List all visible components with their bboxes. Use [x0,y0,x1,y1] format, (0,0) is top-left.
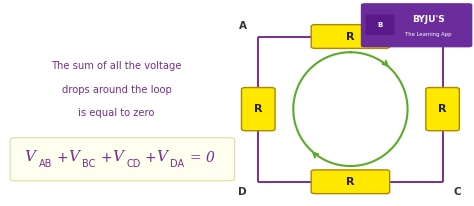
Text: V: V [24,150,36,164]
Text: V: V [112,150,123,164]
FancyBboxPatch shape [311,170,390,194]
Text: R: R [346,32,355,41]
FancyBboxPatch shape [311,25,390,48]
FancyBboxPatch shape [426,88,459,131]
Text: +: + [145,151,156,165]
Text: = 0: = 0 [190,151,215,165]
FancyBboxPatch shape [365,14,394,35]
Text: +: + [56,151,68,165]
Text: CD: CD [127,159,141,169]
Text: AB: AB [38,159,52,169]
Text: The sum of all the voltage: The sum of all the voltage [51,61,182,71]
Text: R: R [438,104,447,114]
Text: A: A [239,21,247,31]
Text: V: V [68,150,79,164]
FancyBboxPatch shape [10,138,235,181]
Text: V: V [156,150,167,164]
Text: +: + [100,151,112,165]
Text: DA: DA [170,159,184,169]
Text: C: C [454,187,462,197]
Text: BC: BC [82,159,96,169]
Text: B: B [378,22,383,28]
Text: B: B [454,21,462,31]
Text: R: R [346,177,355,187]
Text: drops around the loop: drops around the loop [62,85,172,95]
FancyBboxPatch shape [241,88,275,131]
Text: is equal to zero: is equal to zero [78,108,155,118]
Text: BYJU'S: BYJU'S [412,15,445,24]
Text: The Learning App: The Learning App [405,32,452,37]
FancyBboxPatch shape [361,3,473,47]
Text: D: D [238,187,247,197]
Text: R: R [254,104,263,114]
